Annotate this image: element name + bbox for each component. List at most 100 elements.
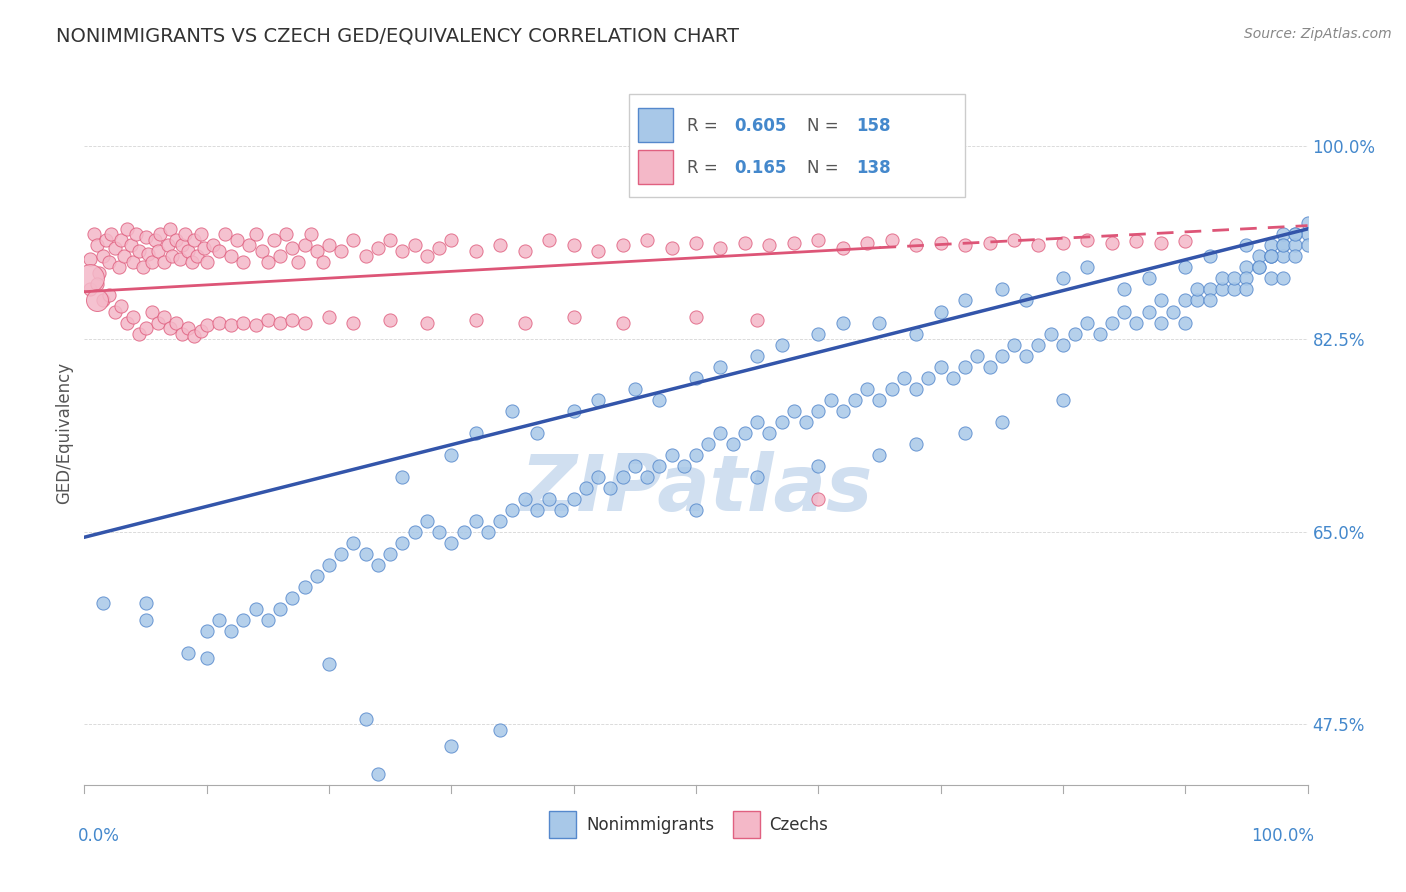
Point xyxy=(1174,316,1197,330)
Point xyxy=(112,249,135,264)
Point xyxy=(807,458,830,473)
Point xyxy=(929,359,952,374)
Point xyxy=(489,514,512,528)
Point xyxy=(1039,326,1062,341)
Point xyxy=(953,238,976,252)
Point xyxy=(917,370,939,384)
Point xyxy=(276,227,298,242)
Point xyxy=(391,469,413,483)
Point xyxy=(685,502,707,516)
Point xyxy=(318,310,340,324)
Point xyxy=(214,227,236,242)
Point xyxy=(1296,227,1319,242)
Point xyxy=(226,233,249,247)
Point xyxy=(612,238,634,252)
Point xyxy=(489,238,512,252)
Point xyxy=(122,255,145,269)
Point xyxy=(721,436,744,450)
Point xyxy=(807,326,830,341)
Point xyxy=(416,514,439,528)
Point xyxy=(141,255,163,269)
Point xyxy=(880,382,903,396)
Point xyxy=(758,425,780,440)
Point xyxy=(807,403,830,417)
Point xyxy=(1272,249,1295,264)
Point xyxy=(354,249,377,264)
Point xyxy=(1076,316,1098,330)
Text: 0.0%: 0.0% xyxy=(79,827,120,846)
Point xyxy=(181,255,204,269)
Point xyxy=(624,458,647,473)
Point xyxy=(1247,249,1270,264)
Point xyxy=(807,233,830,247)
Point xyxy=(502,502,524,516)
Point xyxy=(238,238,260,252)
Point xyxy=(135,596,157,610)
Point xyxy=(844,392,866,407)
Point xyxy=(183,233,205,247)
Point xyxy=(1223,283,1246,297)
Point xyxy=(550,502,572,516)
Point xyxy=(97,288,120,302)
Point xyxy=(783,236,806,251)
Point xyxy=(747,415,769,429)
Point xyxy=(734,425,756,440)
Point xyxy=(440,535,463,549)
Point xyxy=(464,313,486,327)
Point xyxy=(905,238,928,252)
Point xyxy=(1284,227,1306,242)
Point xyxy=(104,304,127,318)
Point xyxy=(953,293,976,308)
Point xyxy=(87,266,110,280)
Point xyxy=(991,349,1014,363)
Point xyxy=(201,238,224,252)
Point xyxy=(1002,337,1025,351)
Point xyxy=(91,596,114,610)
Point xyxy=(1272,238,1295,252)
Text: 100.0%: 100.0% xyxy=(1251,827,1313,846)
Point xyxy=(1272,238,1295,252)
Point xyxy=(219,624,242,638)
Bar xyxy=(638,108,672,142)
Point xyxy=(1052,236,1074,251)
Text: N =: N = xyxy=(807,117,844,135)
Point xyxy=(122,310,145,324)
Point xyxy=(856,382,879,396)
Point xyxy=(856,236,879,251)
Point xyxy=(1236,260,1258,275)
Text: Nonimmigrants: Nonimmigrants xyxy=(586,816,714,834)
Point xyxy=(245,227,267,242)
Point xyxy=(905,326,928,341)
Point xyxy=(86,238,108,252)
Point xyxy=(318,657,340,671)
Point xyxy=(367,767,389,781)
Point xyxy=(747,349,769,363)
Point xyxy=(794,415,817,429)
Point xyxy=(747,313,769,327)
Point xyxy=(159,321,181,335)
Point xyxy=(1187,293,1209,308)
Point xyxy=(1284,227,1306,242)
Point xyxy=(979,236,1001,251)
Point xyxy=(183,328,205,343)
Point xyxy=(195,651,218,665)
Point xyxy=(1114,283,1136,297)
Text: 0.605: 0.605 xyxy=(734,117,786,135)
Point xyxy=(1101,236,1123,251)
Point xyxy=(1223,271,1246,285)
Point xyxy=(758,238,780,252)
Point xyxy=(820,392,842,407)
Point xyxy=(502,403,524,417)
Point xyxy=(1284,249,1306,264)
Point xyxy=(586,244,609,258)
Point xyxy=(141,304,163,318)
Point xyxy=(269,602,291,616)
Point xyxy=(404,238,426,252)
Point xyxy=(991,415,1014,429)
Point xyxy=(367,241,389,255)
Point xyxy=(156,238,179,252)
Point xyxy=(526,425,548,440)
Point xyxy=(464,244,486,258)
Point xyxy=(416,249,439,264)
Point xyxy=(146,244,169,258)
